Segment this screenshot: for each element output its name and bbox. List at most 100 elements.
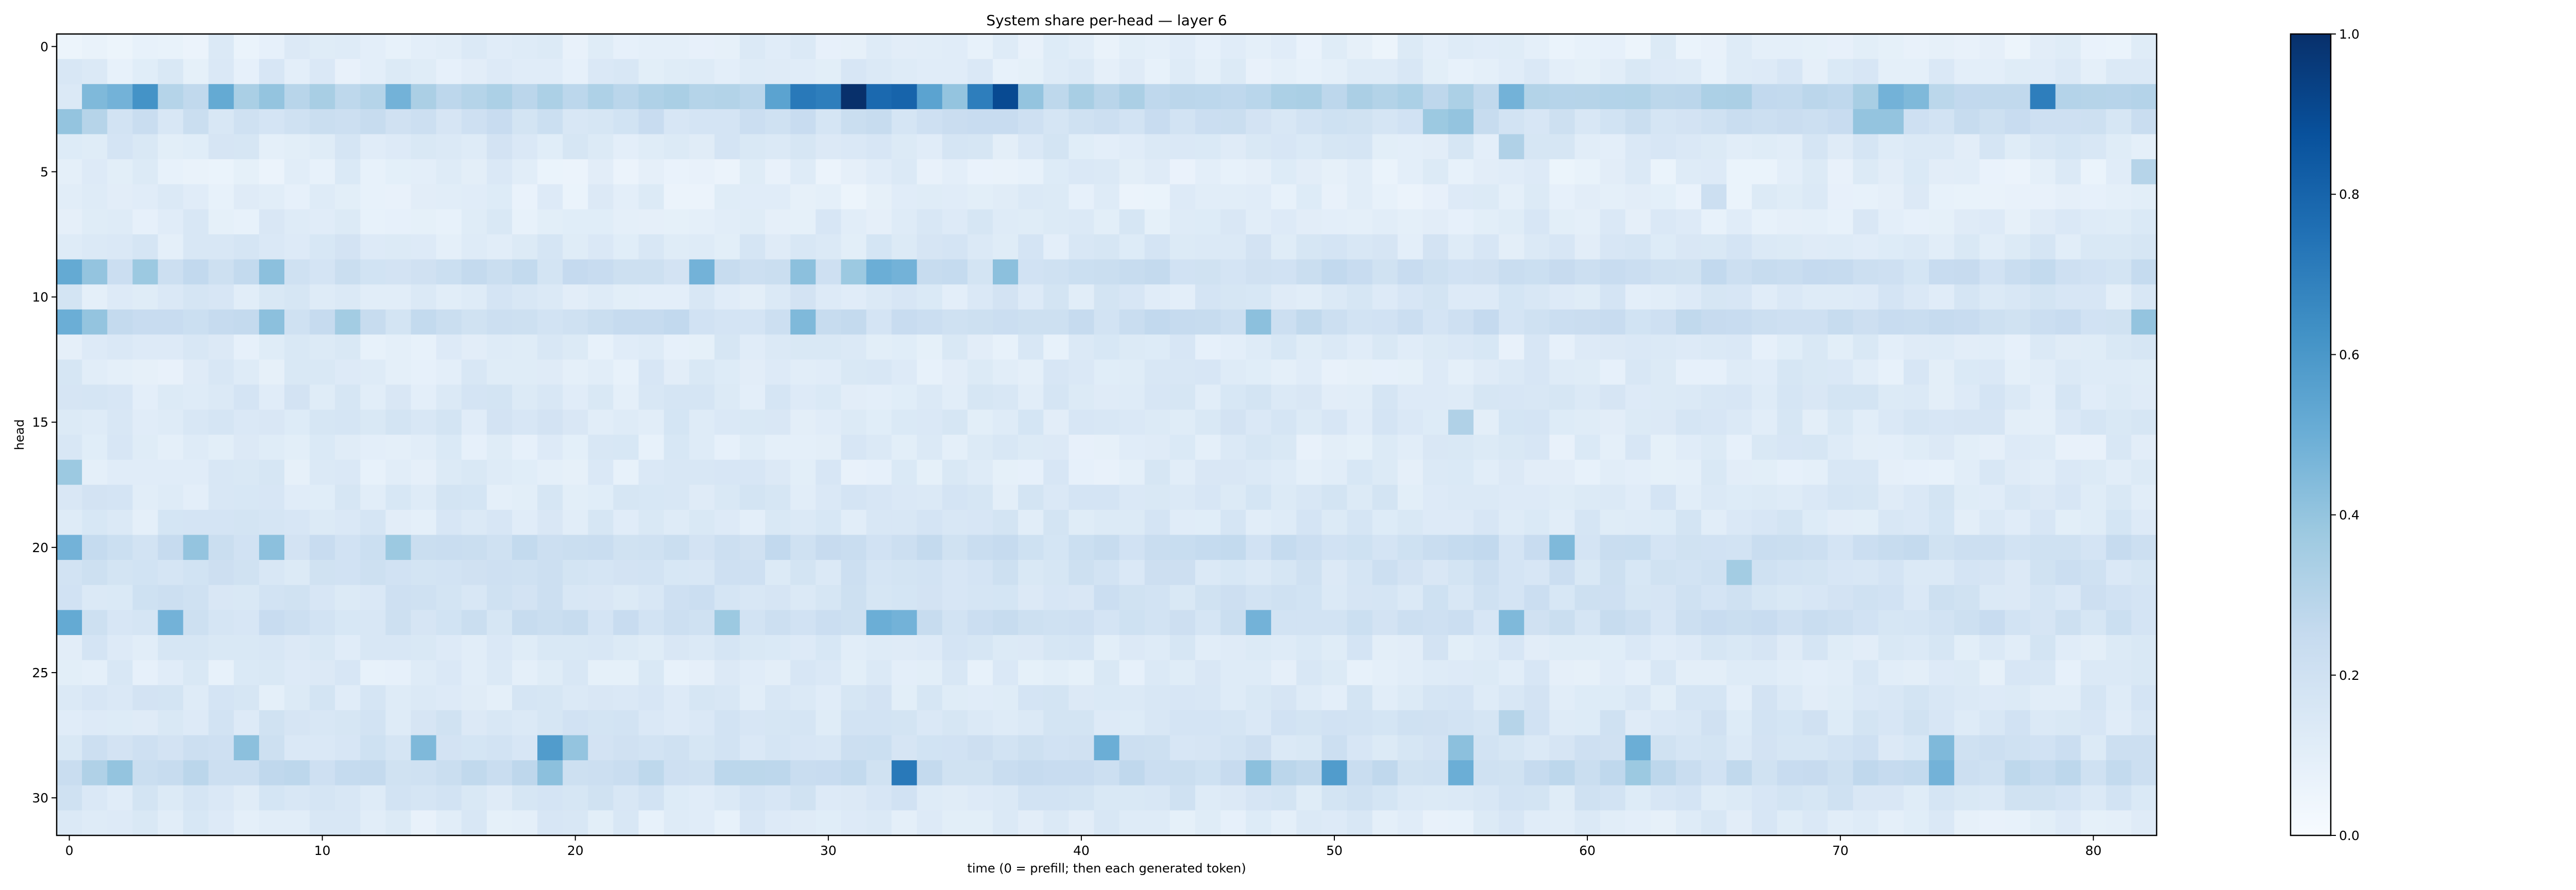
heatmap-cell xyxy=(967,234,993,260)
heatmap-cell xyxy=(1929,760,1955,786)
heatmap-cell xyxy=(1296,134,1323,160)
heatmap-cell xyxy=(1018,109,1044,135)
heatmap-cell xyxy=(1853,610,1879,636)
heatmap-cell xyxy=(360,284,386,310)
heatmap-cell xyxy=(588,159,614,185)
heatmap-cell xyxy=(967,209,993,235)
heatmap-cell xyxy=(1726,760,1752,786)
heatmap-cell xyxy=(436,785,462,811)
heatmap-cell xyxy=(891,735,918,761)
heatmap-cell xyxy=(1574,509,1601,536)
heatmap-cell xyxy=(486,159,513,185)
heatmap-cell xyxy=(1422,234,1449,260)
heatmap-cell xyxy=(310,309,335,335)
heatmap-cell xyxy=(1094,59,1120,84)
heatmap-cell xyxy=(993,134,1019,160)
heatmap-cell xyxy=(411,459,437,485)
heatmap-cell xyxy=(1650,209,1676,235)
heatmap-cell xyxy=(1954,334,1980,360)
heatmap-cell xyxy=(310,735,335,761)
heatmap-cell xyxy=(1929,535,1955,560)
heatmap-cell xyxy=(284,209,310,235)
heatmap-cell xyxy=(486,585,513,610)
heatmap-cell xyxy=(1600,660,1626,686)
heatmap-cell xyxy=(1777,435,1803,460)
heatmap-cell xyxy=(2005,384,2031,410)
heatmap-cell xyxy=(411,735,437,761)
heatmap-cell xyxy=(1929,234,1955,260)
heatmap-cell xyxy=(1675,159,1702,185)
heatmap-cell xyxy=(310,560,335,586)
colorbar-tick-label: 1.0 xyxy=(2339,27,2360,42)
heatmap-cell xyxy=(2131,685,2157,711)
heatmap-cell xyxy=(233,360,260,385)
heatmap-cell xyxy=(739,735,766,761)
heatmap-cell xyxy=(1777,134,1803,160)
heatmap-cell xyxy=(360,435,386,460)
heatmap-cell xyxy=(1600,284,1626,310)
heatmap-cell xyxy=(1650,159,1676,185)
heatmap-cell xyxy=(1954,509,1980,536)
heatmap-cell xyxy=(613,284,639,310)
heatmap-cell xyxy=(1069,384,1095,410)
heatmap-cell xyxy=(512,109,538,135)
heatmap-cell xyxy=(233,409,260,435)
heatmap-cell xyxy=(1144,635,1171,661)
heatmap-cell xyxy=(385,84,412,110)
heatmap-cell xyxy=(1119,735,1145,761)
heatmap-cell xyxy=(613,435,639,460)
heatmap-cell xyxy=(1802,509,1828,536)
heatmap-cell xyxy=(233,34,260,60)
heatmap-cell xyxy=(891,660,918,686)
heatmap-cell xyxy=(537,710,563,736)
heatmap-cell xyxy=(132,459,159,485)
heatmap-cell xyxy=(1878,760,1904,786)
heatmap-cell xyxy=(436,134,462,160)
heatmap-cell xyxy=(1675,710,1702,736)
heatmap-cell xyxy=(208,785,234,811)
heatmap-cell xyxy=(436,59,462,84)
heatmap-cell xyxy=(1903,309,1929,335)
heatmap-cell xyxy=(461,159,487,185)
heatmap-cell xyxy=(1777,360,1803,385)
heatmap-cell xyxy=(208,59,234,84)
heatmap-cell xyxy=(158,635,184,661)
heatmap-cell xyxy=(158,610,184,636)
heatmap-cell xyxy=(1929,585,1955,610)
heatmap-cell xyxy=(1903,259,1929,285)
heatmap-cell xyxy=(2055,560,2081,586)
heatmap-cell xyxy=(714,785,740,811)
heatmap-cell xyxy=(1650,509,1676,536)
heatmap-cell xyxy=(2106,760,2132,786)
heatmap-cell xyxy=(1195,209,1221,235)
heatmap-cell xyxy=(1094,134,1120,160)
heatmap-cell xyxy=(739,234,766,260)
heatmap-cell xyxy=(1954,34,1980,60)
heatmap-cell xyxy=(714,109,740,135)
heatmap-cell xyxy=(765,485,791,510)
heatmap-cell xyxy=(259,309,285,335)
heatmap-cell xyxy=(1929,184,1955,210)
heatmap-cell xyxy=(2030,785,2056,811)
heatmap-cell xyxy=(689,284,715,310)
heatmap-cell xyxy=(107,810,133,836)
heatmap-cell xyxy=(1903,109,1929,135)
heatmap-cell xyxy=(1777,184,1803,210)
heatmap-cell xyxy=(689,710,715,736)
heatmap-cell xyxy=(917,459,943,485)
heatmap-cell xyxy=(82,34,108,60)
heatmap-cell xyxy=(942,34,968,60)
heatmap-cell xyxy=(1650,560,1676,586)
heatmap-cell xyxy=(461,384,487,410)
heatmap-cell xyxy=(1549,109,1575,135)
heatmap-cell xyxy=(689,134,715,160)
heatmap-cell xyxy=(1246,660,1272,686)
heatmap-cell xyxy=(1524,360,1550,385)
heatmap-cell xyxy=(588,84,614,110)
heatmap-cell xyxy=(2055,409,2081,435)
heatmap-cell xyxy=(107,685,133,711)
heatmap-cell xyxy=(411,84,437,110)
heatmap-cell xyxy=(739,459,766,485)
heatmap-cell xyxy=(1144,735,1171,761)
heatmap-cell xyxy=(1170,485,1196,510)
